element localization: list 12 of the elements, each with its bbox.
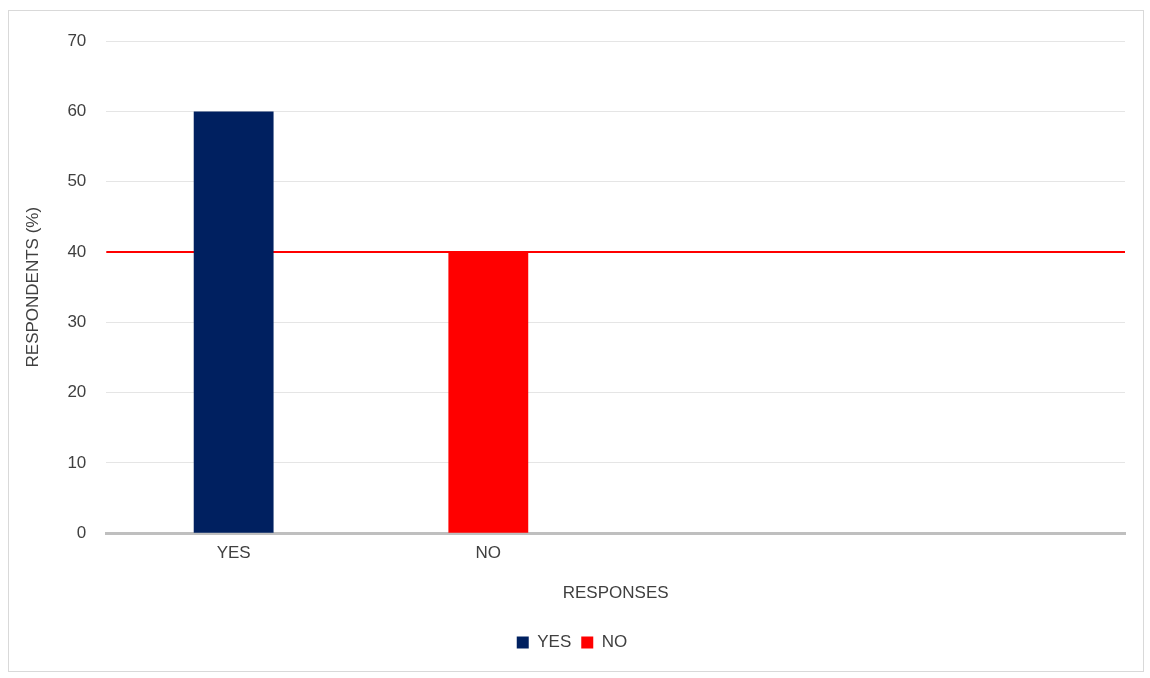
y-axis-title: RESPONDENTS (%) <box>22 206 42 368</box>
y-tick-label: 0 <box>76 522 87 542</box>
y-tick-label: 20 <box>67 382 87 402</box>
y-tick-label: 50 <box>67 171 87 191</box>
legend-label: NO <box>601 632 628 652</box>
y-tick-label: 40 <box>67 241 87 261</box>
y-tick-label: 60 <box>67 101 87 121</box>
legend-label: YES <box>537 632 572 652</box>
x-axis-title: RESPONSES <box>562 583 669 603</box>
y-tick-label: 70 <box>67 30 87 50</box>
y-tick-label: 10 <box>67 452 87 472</box>
y-tick-label: 30 <box>67 312 87 332</box>
